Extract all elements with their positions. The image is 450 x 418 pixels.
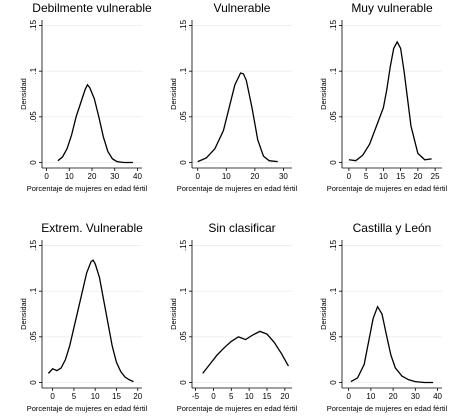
y-tick-label: .05 <box>29 331 38 343</box>
y-axis-label: Densidad <box>19 78 28 110</box>
x-tick-label: 20 <box>250 172 259 181</box>
x-tick-label: 40 <box>433 392 442 401</box>
y-tick-label: 0 <box>329 160 338 165</box>
panel: Castilla y León 0 .05 .1 .15 0 10 20 30 40 Densida… <box>319 221 448 413</box>
x-tick-label: 0 <box>347 172 352 181</box>
x-axis-label: Porcentaje de mujeres en edad fértil <box>177 404 298 413</box>
y-axis-label: Densidad <box>19 298 28 330</box>
x-tick-label: 10 <box>245 392 254 401</box>
x-tick-label: 15 <box>263 392 272 401</box>
y-tick-label: .15 <box>329 19 338 31</box>
y-tick-label: 0 <box>329 380 338 385</box>
y-tick-label: .05 <box>329 331 338 343</box>
x-axis-label: Porcentaje de mujeres en edad fértil <box>327 184 448 193</box>
y-tick-label: .15 <box>179 239 188 251</box>
y-axis-label: Densidad <box>169 78 178 110</box>
y-tick-label: 0 <box>179 380 188 385</box>
density-line <box>47 259 134 383</box>
y-axis-label: Densidad <box>319 298 328 330</box>
panel: Muy vulnerable 0 .05 .1 .15 0 5 10 15 20 25 Densida… <box>319 1 448 193</box>
panel-title: Vulnerable <box>214 1 271 15</box>
y-tick-label: .15 <box>179 19 188 31</box>
y-tick-label: .15 <box>29 19 38 31</box>
panel-title: Sin clasificar <box>208 221 275 235</box>
x-tick-label: 30 <box>279 172 288 181</box>
panel: Debilmente vulnerable 0 .05 .1 .15 0 10 20 30 40 D… <box>19 1 152 193</box>
panel-title: Debilmente vulnerable <box>32 1 152 15</box>
x-axis-label: Porcentaje de mujeres en edad fértil <box>327 404 448 413</box>
x-tick-label: -5 <box>192 392 200 401</box>
density-line <box>350 305 434 384</box>
x-tick-label: 15 <box>112 392 121 401</box>
panel: Sin clasificar 0 .05 .1 .15 -5 0 5 10 15 20 Densida… <box>169 221 298 413</box>
y-axis-label: Densidad <box>319 78 328 110</box>
y-tick-label: .05 <box>29 111 38 123</box>
x-axis-label: Porcentaje de mujeres en edad fértil <box>177 184 298 193</box>
x-tick-label: 5 <box>72 392 77 401</box>
x-tick-label: 15 <box>396 172 405 181</box>
x-tick-label: 25 <box>431 172 440 181</box>
y-tick-label: .1 <box>329 67 338 74</box>
x-axis-label: Porcentaje de mujeres en edad fértil <box>27 184 148 193</box>
x-tick-label: 0 <box>50 392 55 401</box>
y-tick-label: .15 <box>329 239 338 251</box>
x-tick-label: 0 <box>195 172 200 181</box>
panel-title: Extrem. Vulnerable <box>41 221 143 235</box>
y-tick-label: .05 <box>179 331 188 343</box>
x-tick-label: 30 <box>110 172 119 181</box>
panel-title: Muy vulnerable <box>351 1 433 15</box>
y-tick-label: .15 <box>29 239 38 251</box>
density-line <box>57 83 133 164</box>
x-tick-label: 0 <box>211 392 216 401</box>
y-axis-label: Densidad <box>169 298 178 330</box>
x-tick-label: 10 <box>65 172 74 181</box>
x-tick-label: 20 <box>88 172 97 181</box>
y-tick-label: 0 <box>179 160 188 165</box>
panel-title: Castilla y León <box>353 221 432 235</box>
y-tick-label: .1 <box>329 287 338 294</box>
y-tick-label: .05 <box>329 111 338 123</box>
y-tick-label: .1 <box>179 287 188 294</box>
x-tick-label: 20 <box>133 392 142 401</box>
x-tick-label: 20 <box>389 392 398 401</box>
x-tick-label: 0 <box>346 392 351 401</box>
x-axis-label: Porcentaje de mujeres en edad fértil <box>27 404 148 413</box>
x-tick-label: 10 <box>379 172 388 181</box>
y-tick-label: .05 <box>179 111 188 123</box>
y-tick-label: .1 <box>29 67 38 74</box>
x-tick-label: 5 <box>364 172 369 181</box>
y-tick-label: 0 <box>29 380 38 385</box>
x-tick-label: 40 <box>133 172 142 181</box>
x-tick-label: 0 <box>44 172 49 181</box>
density-line <box>197 72 278 163</box>
density-line <box>348 40 432 162</box>
panel: Vulnerable 0 .05 .1 .15 0 10 20 30 Densidad Porcen… <box>169 1 298 193</box>
x-tick-label: 10 <box>91 392 100 401</box>
x-tick-label: 30 <box>411 392 420 401</box>
y-tick-label: .1 <box>179 67 188 74</box>
x-tick-label: 5 <box>229 392 234 401</box>
x-tick-label: 20 <box>280 392 289 401</box>
y-tick-label: .1 <box>29 287 38 294</box>
x-tick-label: 10 <box>366 392 375 401</box>
y-tick-label: 0 <box>29 160 38 165</box>
panel: Extrem. Vulnerable 0 .05 .1 .15 0 5 10 15 20 Densi… <box>19 221 148 413</box>
density-line <box>202 330 289 374</box>
x-tick-label: 20 <box>413 172 422 181</box>
x-tick-label: 10 <box>222 172 231 181</box>
